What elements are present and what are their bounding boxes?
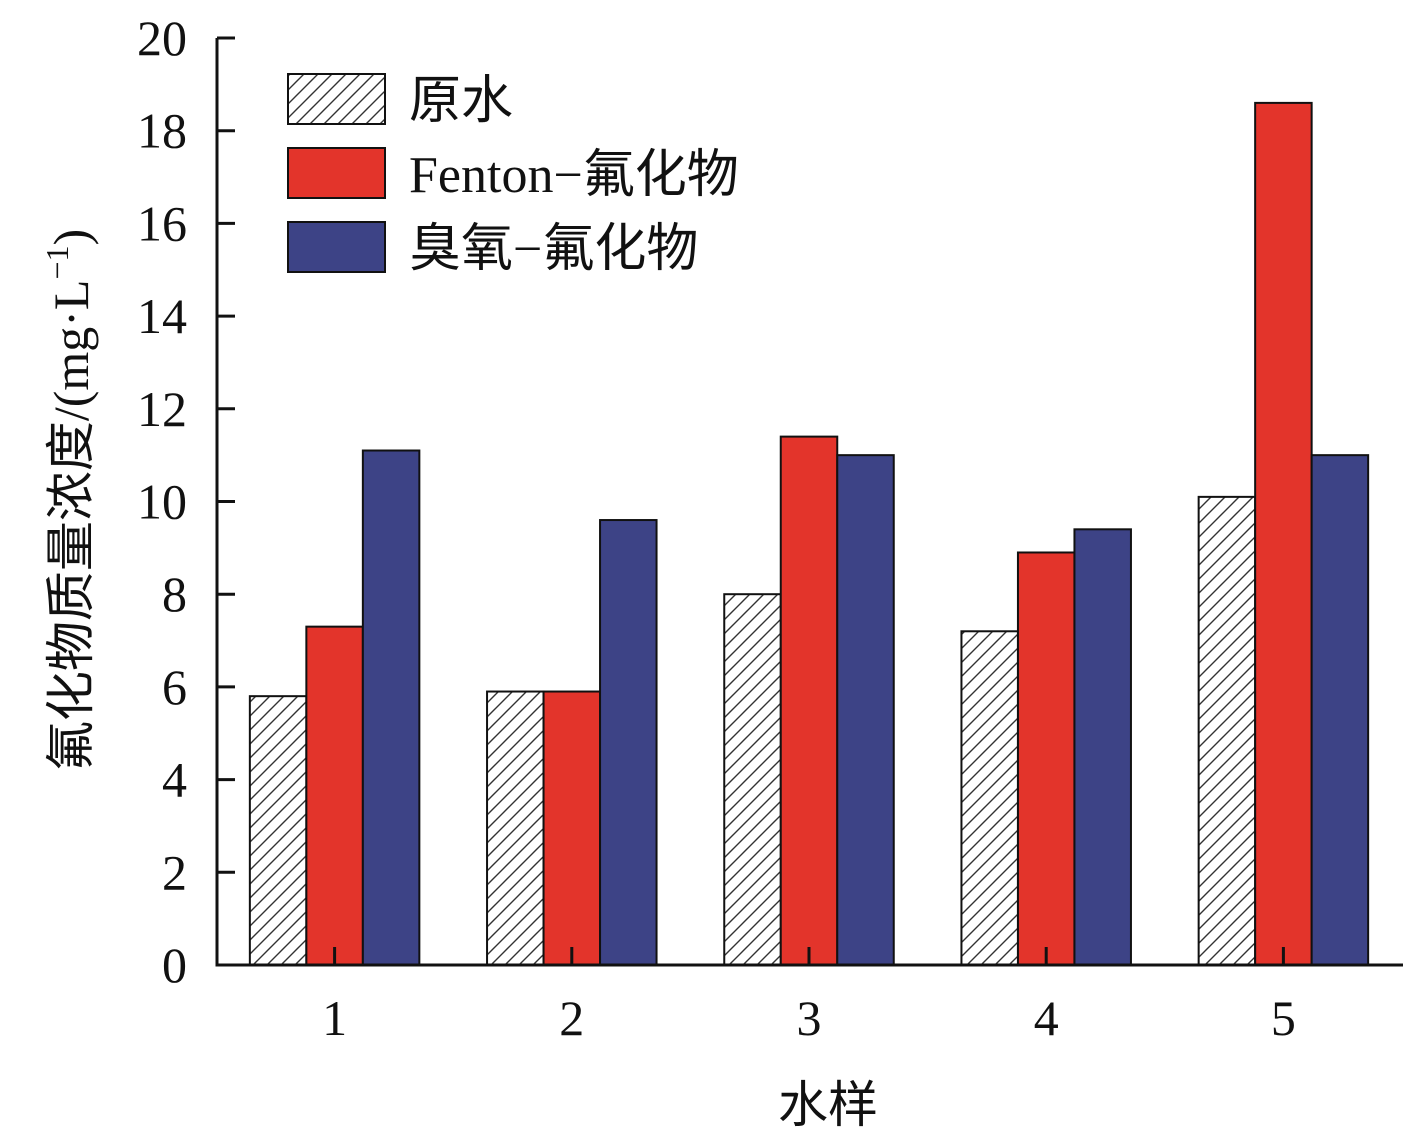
y-tick-label: 18 — [137, 103, 187, 159]
x-tick-label: 4 — [1034, 990, 1059, 1046]
legend-swatch-3 — [287, 221, 386, 273]
y-tick-label: 10 — [137, 474, 187, 530]
bar-series-1-sample-3 — [723, 593, 782, 966]
bar-series-2-sample-1 — [305, 625, 364, 967]
y-axis-title-superscript: −1 — [39, 245, 75, 279]
bar-series-2-sample-3 — [779, 435, 839, 966]
y-tick-label: 6 — [162, 659, 187, 715]
y-tick-label: 4 — [162, 752, 187, 808]
y-tick-label: 0 — [162, 937, 187, 993]
legend-label-3: 臭氧−氟化物 — [409, 221, 698, 278]
x-tick-label: 3 — [797, 990, 822, 1046]
y-tick-label: 14 — [137, 288, 187, 344]
bars-group — [248, 101, 1370, 967]
bar-series-1-sample-1 — [248, 695, 308, 966]
bar-series-1-sample-4 — [960, 630, 1019, 967]
legend-swatch-1 — [287, 73, 386, 125]
bar-series-1-sample-2 — [486, 690, 545, 966]
bar-series-2-sample-2 — [542, 690, 602, 966]
bar-series-3-sample-1 — [361, 449, 421, 966]
y-tick-label: 8 — [162, 566, 187, 622]
bar-series-3-sample-4 — [1073, 528, 1132, 966]
bar-series-1-sample-5 — [1197, 495, 1257, 966]
legend-swatch-2 — [287, 147, 386, 199]
y-ticks: 0 2 4 6 8 10 12 14 16 18 20 — [137, 10, 235, 993]
y-tick-label: 20 — [137, 10, 187, 66]
bar-series-3-sample-3 — [836, 454, 895, 966]
x-axis-title: 水样 — [778, 1077, 878, 1132]
x-tick-label: 2 — [559, 990, 584, 1046]
bar-series-3-sample-5 — [1310, 454, 1370, 966]
x-tick-label: 1 — [322, 990, 347, 1046]
bar-series-3-sample-2 — [599, 519, 658, 966]
y-axis-title-main: 氟化物质量浓度/(mg·L — [43, 280, 99, 772]
y-tick-label: 12 — [137, 381, 187, 437]
x-ticks: 1 2 3 4 5 — [322, 947, 1296, 1046]
y-tick-label: 16 — [137, 195, 187, 251]
bar-series-2-sample-4 — [1016, 551, 1076, 966]
bar-series-2-sample-5 — [1254, 101, 1313, 966]
legend-label-2: Fenton−氟化物 — [409, 147, 739, 204]
y-axis-title-close: ) — [43, 229, 99, 246]
y-tick-label: 2 — [162, 844, 187, 900]
y-axis-title: 氟化物质量浓度/(mg·L−1) — [39, 229, 99, 771]
legend-label-1: 原水 — [409, 73, 513, 130]
x-tick-label: 5 — [1271, 990, 1296, 1046]
